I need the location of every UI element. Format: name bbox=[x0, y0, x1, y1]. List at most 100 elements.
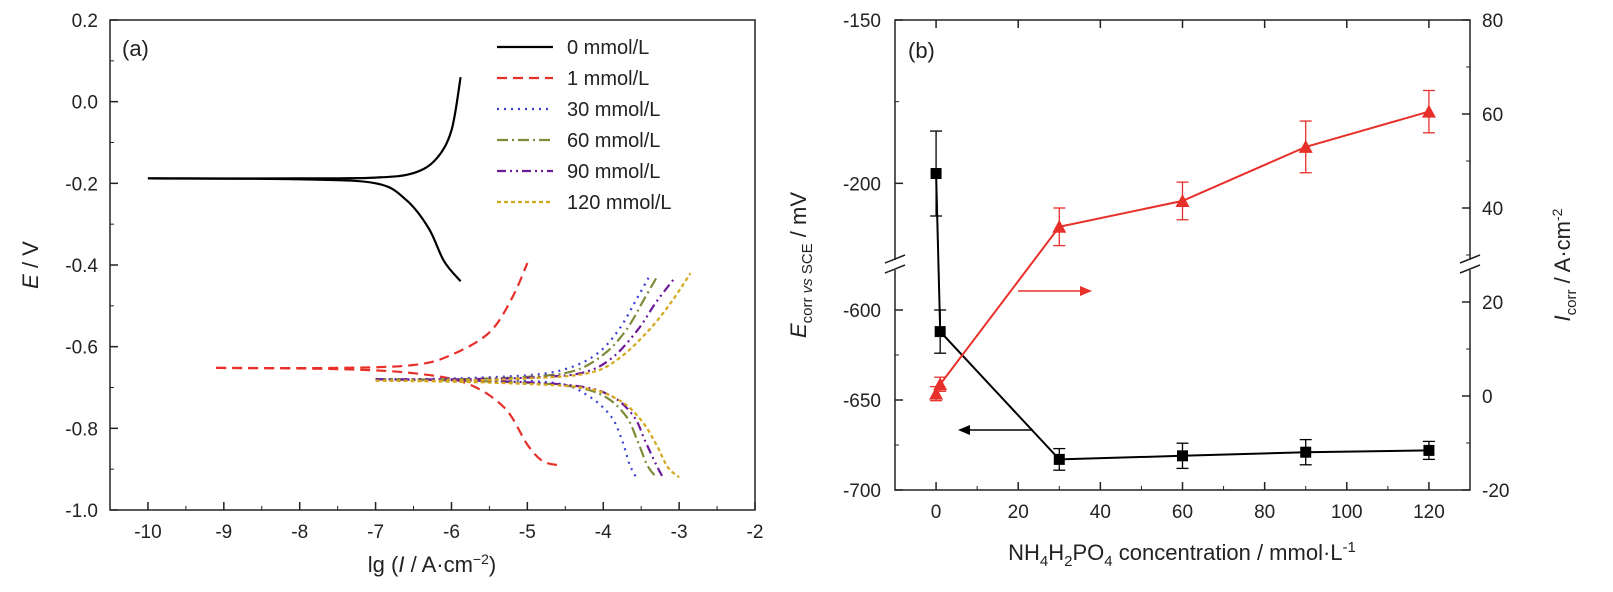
data-point-square bbox=[934, 326, 946, 338]
series-curve-3 bbox=[375, 274, 659, 479]
right-y-tick-label: 80 bbox=[1482, 11, 1503, 32]
legend-label: 30 mmol/L bbox=[567, 99, 660, 121]
right-y-tick-label: 40 bbox=[1482, 199, 1503, 220]
x-axis-title-part: NH bbox=[1008, 540, 1040, 565]
polarization-branch-lower bbox=[375, 379, 680, 479]
x-axis-title-part: H bbox=[1048, 540, 1064, 565]
x-axis-title-part: 2 bbox=[1064, 553, 1072, 570]
data-point-square bbox=[930, 168, 942, 180]
y-tick-label: 0.2 bbox=[72, 11, 98, 32]
polarization-branch-upper bbox=[216, 262, 529, 370]
x-tick-label: -10 bbox=[134, 522, 161, 543]
panel-a-chart: -10 -9 -8 -7 -6 -5 -4 -3 -2 0.2 0.0 -0.2 -0.4 -0.6 -0… bbox=[18, 11, 763, 577]
panel-a-plot-frame bbox=[109, 19, 756, 511]
x-tick-label: 20 bbox=[1008, 502, 1029, 523]
x-tick-label: -2 bbox=[747, 522, 764, 543]
data-point-triangle bbox=[929, 386, 944, 400]
polarization-branch-lower bbox=[216, 366, 558, 467]
axis-break-mark bbox=[1459, 254, 1481, 264]
y-tick-label: 0.0 bbox=[72, 93, 98, 114]
panel-b-chart: 0 20 40 60 80 100 120 -150-200-600-650-700 806… bbox=[786, 11, 1580, 570]
panel-b-left-y-ticks: -150 -200 -600 -650 -700 bbox=[843, 11, 903, 502]
panel-a-x-ticks: -10 -9 -8 -7 -6 -5 -4 -3 -2 bbox=[109, 502, 764, 543]
data-point-triangle bbox=[1298, 139, 1313, 153]
x-tick-label: -7 bbox=[367, 522, 384, 543]
series-right bbox=[929, 89, 1436, 402]
polarization-branch-lower bbox=[147, 177, 462, 283]
y-tick-label: -1.0 bbox=[65, 501, 98, 522]
x-axis-title-part: 4 bbox=[1040, 553, 1048, 570]
y-tick-label: -0.2 bbox=[65, 174, 98, 195]
x-tick-label: -9 bbox=[215, 522, 232, 543]
data-point-square bbox=[1300, 446, 1312, 458]
x-axis-title-part: concentration / mmol·L bbox=[1113, 540, 1343, 565]
axis-break-mark bbox=[884, 254, 906, 264]
axis-break-gap bbox=[1464, 260, 1476, 270]
x-tick-label: 0 bbox=[931, 502, 942, 523]
panel-a-label: (a) bbox=[122, 36, 149, 61]
x-axis-title-part: -1 bbox=[1343, 539, 1356, 556]
panel-b-x-ticks: 0 20 40 60 80 100 120 bbox=[931, 20, 1471, 523]
data-point-triangle bbox=[1052, 219, 1067, 233]
polarization-branch-lower bbox=[375, 378, 665, 480]
series-left bbox=[930, 130, 1435, 471]
left-y-tick-label: -150 bbox=[843, 11, 881, 32]
legend-label: 120 mmol/L bbox=[567, 192, 672, 214]
right-y-tick-label: 0 bbox=[1482, 387, 1493, 408]
series-line bbox=[935, 110, 1430, 395]
left-y-tick-label: -600 bbox=[843, 301, 881, 322]
panel-b-plot-frame bbox=[894, 19, 1471, 491]
right-y-tick-label: 60 bbox=[1482, 105, 1503, 126]
polarization-branch-upper bbox=[375, 276, 677, 381]
series-curve-0 bbox=[147, 77, 462, 283]
left-y-tick-label: -650 bbox=[843, 391, 881, 412]
series-curve-1 bbox=[216, 262, 558, 467]
series-curve-5 bbox=[375, 272, 692, 479]
panel-b-left-y-axis-title: Ecorr vs SCE / mV bbox=[786, 192, 816, 338]
left-y-tick-label: -700 bbox=[843, 481, 881, 502]
legend-label: 0 mmol/L bbox=[567, 37, 649, 59]
x-axis-title-part: 4 bbox=[1104, 553, 1112, 570]
legend-label: 60 mmol/L bbox=[567, 130, 660, 152]
x-tick-label: -8 bbox=[291, 522, 308, 543]
panel-a-y-axis-title: E / V bbox=[18, 241, 43, 289]
right-y-tick-label: -20 bbox=[1482, 481, 1509, 502]
legend-label: 90 mmol/L bbox=[567, 161, 660, 183]
data-point-square bbox=[1423, 444, 1435, 456]
panel-b-series bbox=[929, 89, 1436, 471]
x-axis-title-part: PO bbox=[1073, 540, 1105, 565]
polarization-branch-upper bbox=[147, 77, 462, 180]
panel-b-label: (b) bbox=[908, 38, 935, 63]
series-curve-4 bbox=[375, 276, 677, 480]
data-point-triangle bbox=[1175, 193, 1190, 207]
polarization-branch-lower bbox=[375, 378, 658, 479]
data-point-square bbox=[1177, 450, 1188, 462]
x-tick-label: -3 bbox=[671, 522, 688, 543]
panel-b-right-y-axis-title: Icorr / A·cm-2 bbox=[1549, 208, 1580, 321]
y-tick-label: -0.8 bbox=[65, 419, 98, 440]
panel-b-arrows bbox=[958, 286, 1092, 435]
x-tick-label: -6 bbox=[443, 522, 460, 543]
right-y-tick-label: 20 bbox=[1482, 293, 1503, 314]
data-point-triangle bbox=[1421, 104, 1436, 118]
panel-a-y-ticks: 0.2 0.0 -0.2 -0.4 -0.6 -0.8 -1.0 bbox=[65, 11, 118, 522]
panel-a-curves bbox=[147, 77, 692, 480]
panel-a-x-axis-title: lg (I / A·cm−2) bbox=[368, 551, 496, 577]
panel-b-axis-breaks bbox=[884, 254, 1481, 274]
panel-b-right-y-ticks: 80 60 40 20 0 -20 bbox=[1462, 11, 1509, 502]
series-line bbox=[935, 173, 1429, 461]
data-point-square bbox=[1053, 453, 1065, 465]
left-axis-arrow-head bbox=[958, 425, 970, 435]
x-tick-label: 120 bbox=[1413, 502, 1445, 523]
y-tick-label: -0.6 bbox=[65, 338, 98, 359]
x-tick-label: -5 bbox=[519, 522, 536, 543]
panel-a-legend: 0 mmol/L 1 mmol/L 30 mmol/L 60 mmol/L 90 mmo… bbox=[497, 37, 672, 214]
x-tick-label: -4 bbox=[595, 522, 612, 543]
polarization-branch-upper bbox=[375, 272, 692, 382]
data-point-triangle bbox=[933, 377, 948, 391]
polarization-branch-upper bbox=[390, 276, 650, 381]
y-tick-label: -0.4 bbox=[65, 256, 98, 277]
x-tick-label: 100 bbox=[1331, 502, 1363, 523]
left-y-tick-label: -200 bbox=[843, 174, 881, 195]
